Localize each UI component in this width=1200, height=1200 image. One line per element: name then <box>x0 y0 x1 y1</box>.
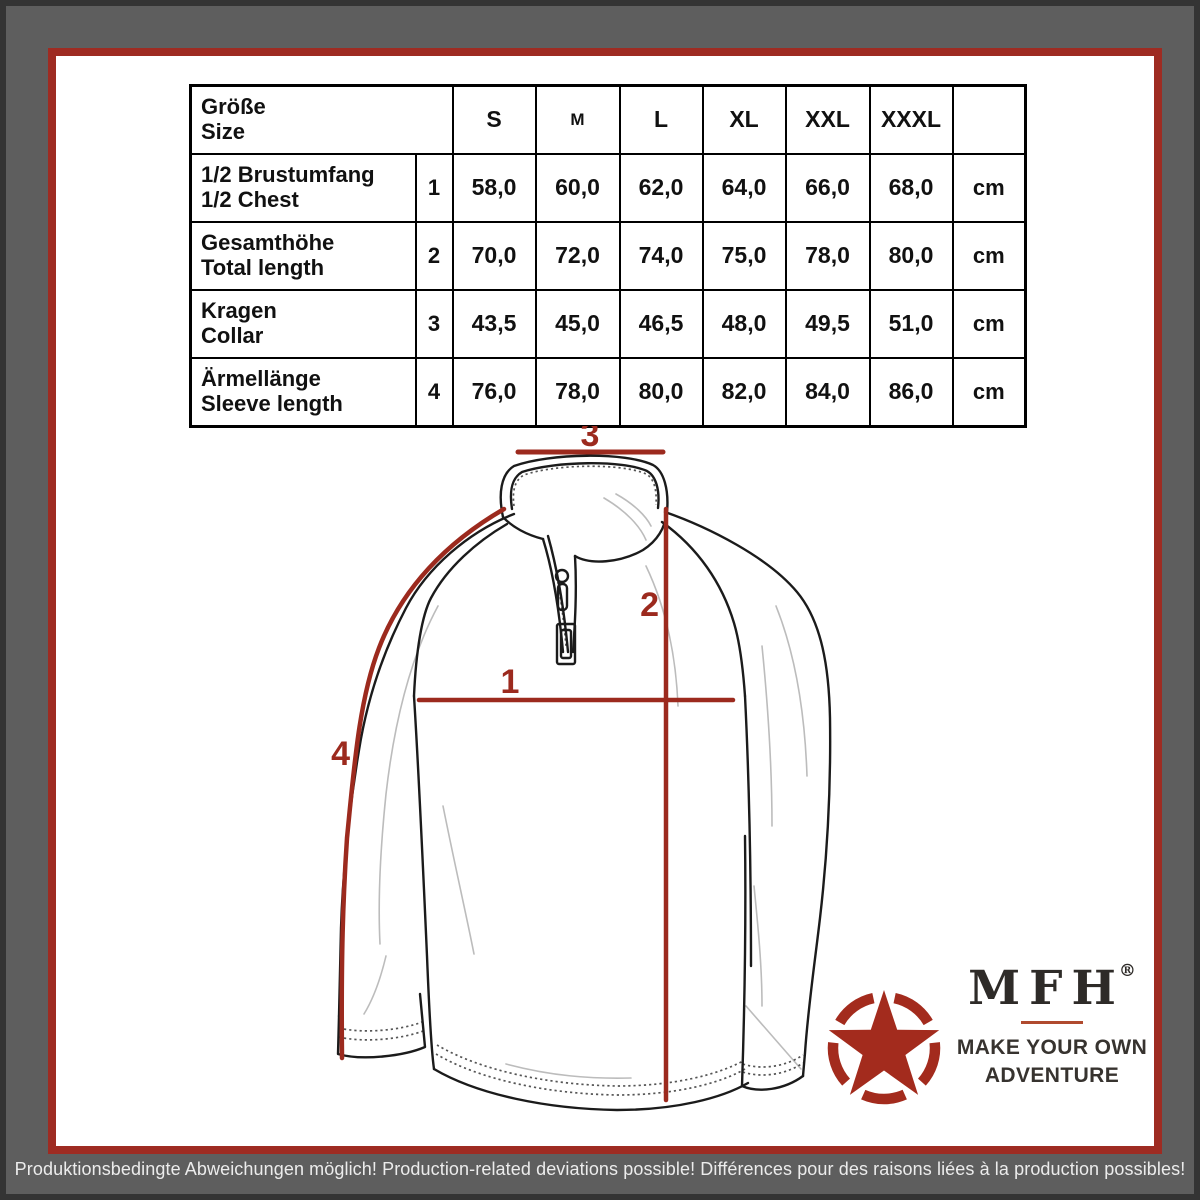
measurement-label-de: Kragen <box>201 298 277 324</box>
measure-label-sleeve: 4 <box>331 735 350 773</box>
garment-diagram: 3 2 1 4 <box>331 426 832 1112</box>
size-column-header: M <box>534 84 621 155</box>
measurement-label-en: 1/2 Chest <box>201 187 299 212</box>
unit-cell: cm <box>951 357 1027 428</box>
measurement-value-cell: 48,0 <box>701 289 787 359</box>
stitch-lines <box>338 465 804 1096</box>
measurement-value-cell: 76,0 <box>451 357 537 428</box>
measure-label-collar: 3 <box>581 426 600 454</box>
measurement-value-cell: 58,0 <box>451 153 537 223</box>
size-table: Größe Size S M L XL XXL XXXL 1/2 Brustumfang 1/2… <box>189 84 1028 428</box>
measurement-value-cell: 43,5 <box>451 289 537 359</box>
size-table-grid: Größe Size S M L XL XXL XXXL 1/2 Brustumfang 1/2… <box>189 84 1028 428</box>
measurement-ref-cell: 2 <box>414 221 454 291</box>
measurement-value-cell: 86,0 <box>868 357 954 428</box>
measurement-value-cell: 75,0 <box>701 221 787 291</box>
unit-cell: cm <box>951 221 1027 291</box>
brand-name: MFH® <box>946 962 1158 1015</box>
measurement-label-cell: 1/2 Brustumfang 1/2 Chest <box>189 153 417 223</box>
measure-lines <box>339 449 736 1103</box>
measurement-value-cell: 49,5 <box>784 289 871 359</box>
header-title-de: Größe <box>201 94 266 120</box>
measurement-value-cell: 74,0 <box>618 221 704 291</box>
measurement-label-cell: Ärmellänge Sleeve length <box>189 357 417 428</box>
measurement-ref-cell: 4 <box>414 357 454 428</box>
brand-logo: MFH® MAKE YOUR OWN ADVENTURE <box>946 962 1158 1090</box>
measurement-value-cell: 84,0 <box>784 357 871 428</box>
measurement-value-cell: 60,0 <box>534 153 621 223</box>
measurement-value-cell: 45,0 <box>534 289 621 359</box>
brand-divider <box>1021 1020 1083 1024</box>
measurement-value-cell: 78,0 <box>534 357 621 428</box>
unit-cell: cm <box>951 153 1027 223</box>
measurement-value-cell: 80,0 <box>618 357 704 428</box>
measurement-value-cell: 78,0 <box>784 221 871 291</box>
measurement-label-cell: Kragen Collar <box>189 289 417 359</box>
measurement-value-cell: 51,0 <box>868 289 954 359</box>
measurement-label-de: Ärmellänge <box>201 366 321 392</box>
footer-note: Produktionsbedingte Abweichungen möglich… <box>14 1159 1186 1179</box>
brand-name-text: MFH <box>968 961 1125 1016</box>
seam-fold-lines <box>363 493 808 1079</box>
size-table-row: Ärmellänge Sleeve length 4 76,0 78,0 80,0 82,0… <box>189 357 1027 428</box>
measurement-value-cell: 80,0 <box>868 221 954 291</box>
measurement-value-cell: 72,0 <box>534 221 621 291</box>
measurement-label-de: Gesamthöhe <box>201 230 335 256</box>
size-table-body: 1/2 Brustumfang 1/2 Chest 1 58,0 60,0 62,0 64,… <box>189 153 1027 428</box>
size-column-header: S <box>451 84 537 155</box>
brand-tagline-line2: ADVENTURE <box>984 1063 1120 1087</box>
unit-column-header <box>951 84 1027 155</box>
header-title-cell: Größe Size <box>189 84 454 155</box>
size-table-header-row: Größe Size S M L XL XXL XXXL <box>189 84 1027 155</box>
size-table-row: Gesamthöhe Total length 2 70,0 72,0 74,0 75,0 7… <box>189 221 1027 291</box>
measurement-label-en: Sleeve length <box>201 391 343 416</box>
size-column-header: XL <box>701 84 787 155</box>
measurement-value-cell: 46,5 <box>618 289 704 359</box>
registered-trademark: ® <box>1118 961 1136 981</box>
size-column-header: XXL <box>784 84 871 155</box>
measurement-value-cell: 64,0 <box>701 153 787 223</box>
measurement-ref-cell: 3 <box>414 289 454 359</box>
size-column-header: XXXL <box>868 84 954 155</box>
measurement-label-de: 1/2 Brustumfang <box>201 162 375 188</box>
measurement-value-cell: 82,0 <box>701 357 787 428</box>
measurement-value-cell: 70,0 <box>451 221 537 291</box>
measure-label-chest: 1 <box>501 663 520 701</box>
garment-outline <box>336 454 832 1112</box>
measurement-ref-cell: 1 <box>414 153 454 223</box>
invasion-star-icon <box>820 982 948 1110</box>
size-table-head: Größe Size S M L XL XXL XXXL <box>189 84 1027 155</box>
brand-tagline-line1: MAKE YOUR OWN <box>956 1035 1148 1059</box>
measurement-value-cell: 68,0 <box>868 153 954 223</box>
header-title-en: Size <box>201 119 246 144</box>
measure-label-length: 2 <box>640 586 659 624</box>
measurement-label-en: Collar <box>201 323 264 348</box>
unit-cell: cm <box>951 289 1027 359</box>
measure-line-sleeve <box>339 506 507 1061</box>
measurement-value-cell: 66,0 <box>784 153 871 223</box>
measurement-label-cell: Gesamthöhe Total length <box>189 221 417 291</box>
measurement-value-cell: 62,0 <box>618 153 704 223</box>
size-column-header: L <box>618 84 704 155</box>
measurement-label-en: Total length <box>201 255 325 280</box>
size-table-row: Kragen Collar 3 43,5 45,0 46,5 48,0 49,5 51,0 cm <box>189 289 1027 359</box>
size-table-row: 1/2 Brustumfang 1/2 Chest 1 58,0 60,0 62,0 64,… <box>189 153 1027 223</box>
